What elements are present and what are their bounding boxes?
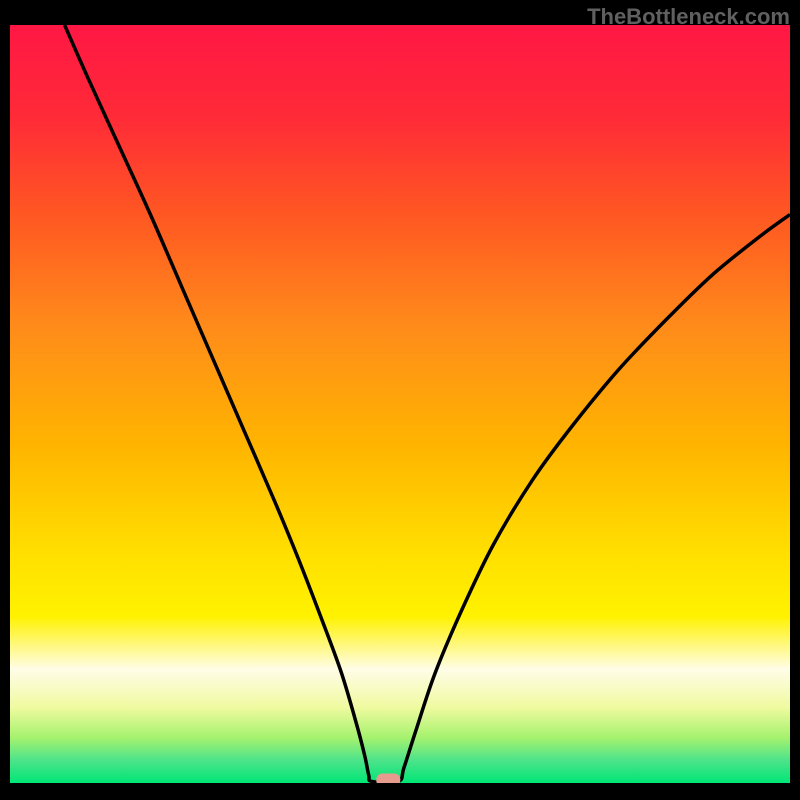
- watermark-text: TheBottleneck.com: [587, 4, 790, 30]
- bottleneck-curve-chart: [0, 0, 800, 800]
- chart-container: TheBottleneck.com: [0, 0, 800, 800]
- plot-background: [10, 25, 790, 783]
- optimum-marker: [376, 773, 400, 786]
